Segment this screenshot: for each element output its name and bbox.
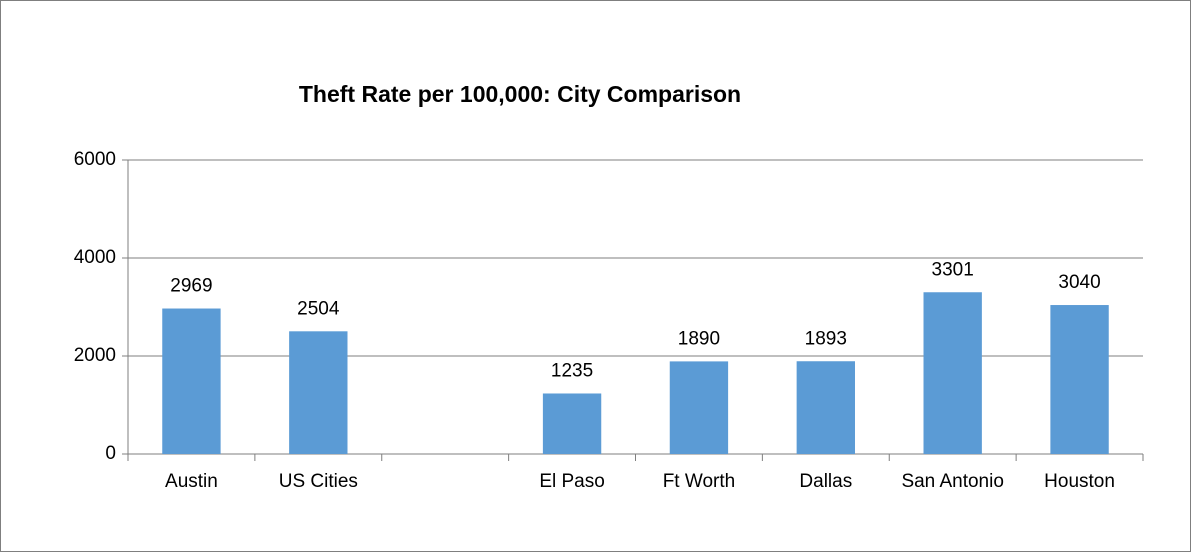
bar xyxy=(669,361,729,454)
x-tick-label: El Paso xyxy=(539,471,605,492)
value-label: 3301 xyxy=(932,259,974,280)
value-label: 3040 xyxy=(1058,272,1100,293)
x-tick-label: Austin xyxy=(165,471,218,492)
bar xyxy=(923,292,982,454)
y-tick-label: 4000 xyxy=(74,247,116,268)
value-label: 2969 xyxy=(170,276,212,297)
x-tick-label: San Antonio xyxy=(901,471,1004,492)
x-tick-label: US Cities xyxy=(278,471,358,492)
bar xyxy=(162,308,221,454)
bar xyxy=(542,393,602,454)
value-label: 1893 xyxy=(805,328,847,349)
value-label: 1235 xyxy=(551,361,593,382)
value-label: 1890 xyxy=(678,328,720,349)
bar xyxy=(796,361,855,454)
bar xyxy=(289,331,348,454)
x-tick-label: Houston xyxy=(1044,471,1115,492)
value-label: 2504 xyxy=(297,298,340,319)
chart-title: Theft Rate per 100,000: City Comparison xyxy=(299,81,741,107)
y-tick-label: 0 xyxy=(105,443,116,464)
x-tick-label: Ft Worth xyxy=(662,471,736,492)
y-tick-label: 2000 xyxy=(74,345,116,366)
y-tick-label: 6000 xyxy=(74,149,116,170)
x-tick-label: Dallas xyxy=(799,471,853,492)
bar xyxy=(1050,305,1109,454)
